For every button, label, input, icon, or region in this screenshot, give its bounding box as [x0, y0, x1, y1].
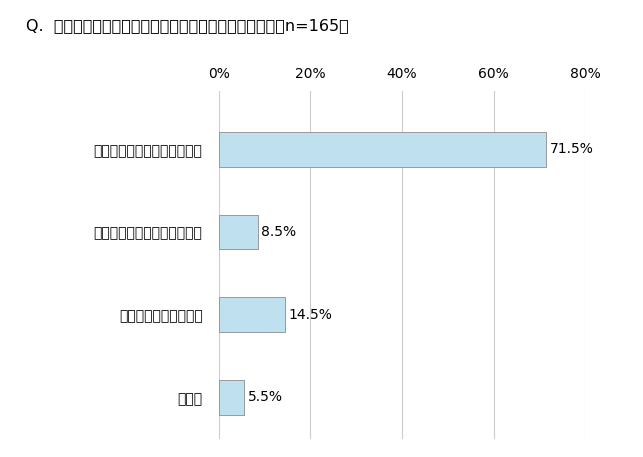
Text: 8.5%: 8.5%	[261, 225, 296, 239]
Bar	[219, 215, 258, 250]
Text: 5.5%: 5.5%	[248, 390, 282, 404]
Text: 71.5%: 71.5%	[550, 142, 593, 156]
Bar	[219, 298, 285, 332]
Text: Q.  エアコンの不具合を感じたタイミング【単数回答】（n=165）: Q. エアコンの不具合を感じたタイミング【単数回答】（n=165）	[26, 18, 349, 33]
Bar	[219, 132, 546, 167]
Text: 14.5%: 14.5%	[289, 308, 332, 322]
Bar	[219, 380, 244, 415]
